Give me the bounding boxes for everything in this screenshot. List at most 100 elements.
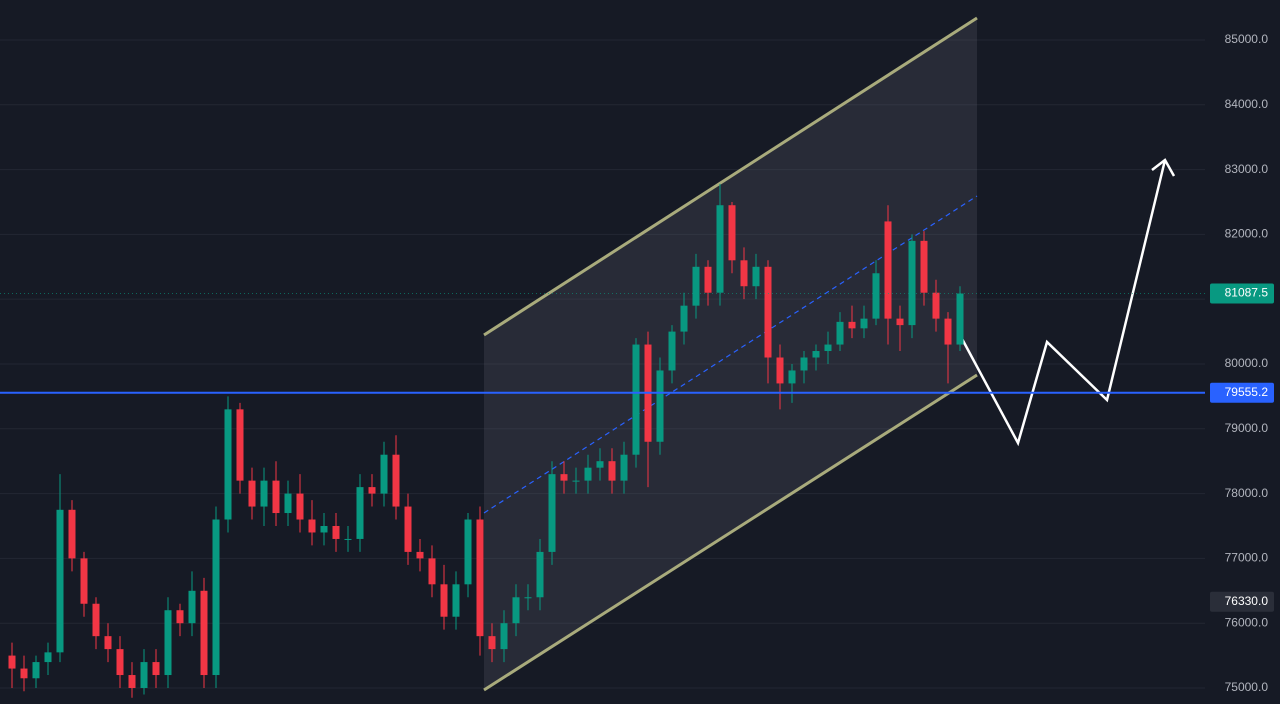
candle-body <box>284 493 292 514</box>
candle-body <box>356 487 364 539</box>
candle-body <box>932 292 940 319</box>
candle-body <box>80 558 88 604</box>
y-tick-label: 80000.0 <box>1225 356 1269 370</box>
candle-body <box>404 506 412 552</box>
candle-body <box>824 344 832 352</box>
candle-body <box>440 584 448 617</box>
candle-body <box>596 461 604 468</box>
candle-body <box>8 655 16 669</box>
candle-body <box>860 318 868 329</box>
candle-body <box>656 370 664 442</box>
candle-body <box>788 370 796 384</box>
candle-body <box>872 273 880 319</box>
y-tick-label: 79000.0 <box>1225 421 1269 435</box>
channel-fill <box>484 18 977 690</box>
candle-body <box>176 610 184 624</box>
candle-body <box>128 675 136 688</box>
y-tick-label: 77000.0 <box>1225 551 1269 565</box>
candle-body <box>296 493 304 520</box>
candle-body <box>92 603 100 637</box>
candle-body <box>536 551 544 598</box>
candle-body <box>692 266 700 306</box>
candle-body <box>572 480 580 482</box>
drawings <box>483 16 1176 692</box>
y-tick-label: 84000.0 <box>1225 97 1269 111</box>
candle-body <box>836 321 844 345</box>
channel-mid <box>483 195 978 514</box>
candle-body <box>920 240 928 293</box>
channel-upper <box>483 16 978 337</box>
channel-lower <box>483 373 978 692</box>
candle-body <box>416 551 424 559</box>
candle-body <box>812 351 820 358</box>
candle-body <box>164 610 172 676</box>
candle-body <box>560 474 568 481</box>
candle-body <box>308 519 316 533</box>
y-tick-label: 75000.0 <box>1225 680 1269 694</box>
candle-body <box>236 409 244 481</box>
candle-body <box>464 519 472 585</box>
candle-body <box>488 636 496 650</box>
candle-body <box>188 590 196 624</box>
candle-body <box>452 584 460 617</box>
candle-body <box>896 318 904 326</box>
candle-body <box>584 467 592 481</box>
candle-body <box>668 331 676 371</box>
candle-body <box>728 205 736 261</box>
y-tick-label: 78000.0 <box>1225 486 1269 500</box>
candle-body <box>392 454 400 507</box>
y-tick-label: 85000.0 <box>1225 32 1269 46</box>
candle-body <box>752 266 760 287</box>
candle-body <box>956 293 964 345</box>
candle-body <box>152 662 160 676</box>
candle-body <box>320 525 328 533</box>
candle-body <box>740 260 748 287</box>
candle-body <box>344 538 352 540</box>
candle-body <box>716 205 724 293</box>
candle-body <box>368 487 376 494</box>
y-tick-label: 82000.0 <box>1225 227 1269 241</box>
candle-body <box>776 357 784 384</box>
candle-body <box>212 519 220 676</box>
candle-body <box>500 623 508 650</box>
candle-body <box>68 509 76 559</box>
candle-body <box>704 266 712 293</box>
candle-body <box>620 454 628 481</box>
candle-body <box>884 221 892 319</box>
candle-body <box>32 662 40 679</box>
candle-body <box>848 321 856 329</box>
candle-body <box>512 597 520 624</box>
candle-body <box>428 558 436 585</box>
marker-price-label: 76330.0 <box>1225 594 1269 608</box>
marker-price-tag <box>1210 591 1274 612</box>
candle-body <box>632 344 640 455</box>
candle-body <box>260 480 268 507</box>
candle-body <box>332 525 340 539</box>
candle-body <box>272 480 280 514</box>
candle-body <box>548 474 556 552</box>
projection-path <box>958 159 1167 447</box>
candle-body <box>764 266 772 358</box>
last-price-label: 81087.5 <box>1225 286 1269 300</box>
candle-body <box>680 305 688 332</box>
candle-body <box>20 668 28 679</box>
candle-body <box>200 590 208 676</box>
horizontal-line-tag <box>1210 382 1274 403</box>
candle-body <box>944 318 952 345</box>
candle-body <box>476 519 484 637</box>
horizontal-line-label: 79555.2 <box>1225 385 1269 399</box>
candle-body <box>800 357 808 371</box>
candle-body <box>524 597 532 599</box>
last-price-tag <box>1210 283 1274 304</box>
candle-body <box>104 636 112 650</box>
candle-body <box>380 454 388 494</box>
candle-body <box>224 409 232 520</box>
projection-arrowhead <box>1151 158 1176 177</box>
candle-body <box>116 649 124 676</box>
candle-body <box>248 480 256 507</box>
candle-body <box>56 509 64 653</box>
candle-body <box>608 461 616 481</box>
y-tick-label: 76000.0 <box>1225 615 1269 629</box>
candle-body <box>908 240 916 326</box>
candle-body <box>44 652 52 663</box>
